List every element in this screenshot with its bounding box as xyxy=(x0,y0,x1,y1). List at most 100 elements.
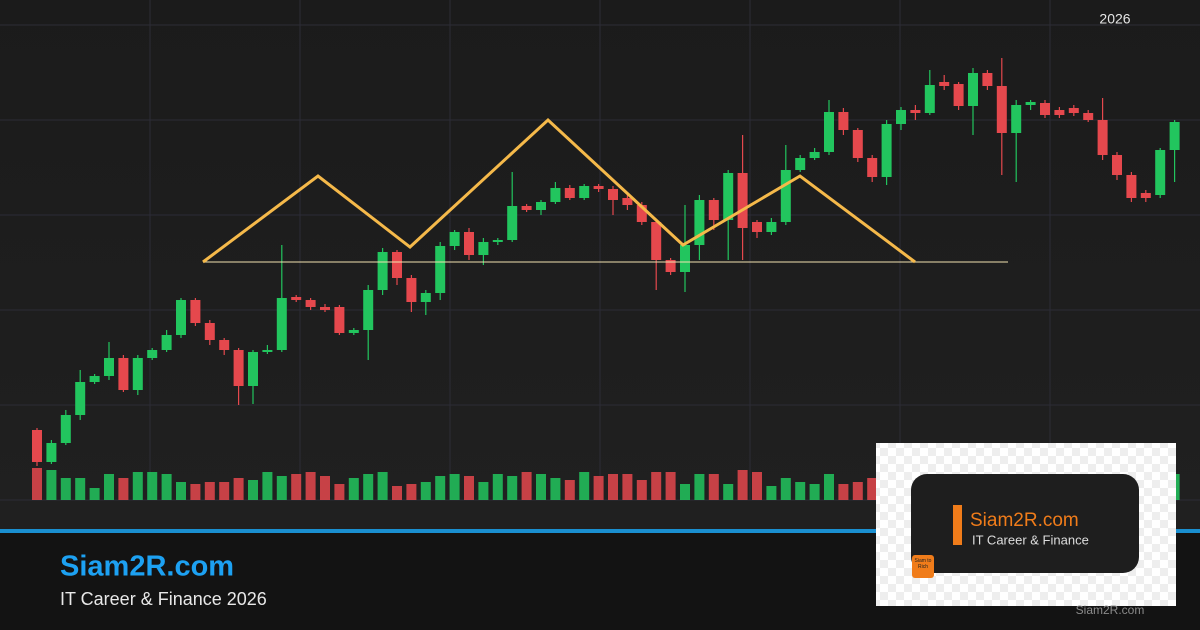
volume-bar xyxy=(204,482,215,500)
volume-bar xyxy=(233,478,244,500)
volume-bar xyxy=(176,482,186,500)
candle-body xyxy=(147,350,158,358)
candle-body xyxy=(118,358,129,390)
volume-bar xyxy=(449,474,460,500)
volume-bar xyxy=(867,478,878,500)
logo-brand: Siam2R.com xyxy=(970,510,1079,531)
candle-body xyxy=(305,300,316,307)
volume-bar xyxy=(521,472,532,500)
volume-bar xyxy=(492,474,503,500)
candle-body xyxy=(1011,105,1022,133)
candle-body xyxy=(1097,120,1108,155)
volume-bar xyxy=(420,482,431,500)
candle-body xyxy=(435,246,446,293)
candle-body xyxy=(291,297,302,300)
volume-bar xyxy=(579,472,590,500)
volume-bar xyxy=(536,474,546,500)
volume-bar xyxy=(262,472,273,500)
candle-body xyxy=(708,200,719,220)
candle-body xyxy=(89,376,100,382)
candle-body xyxy=(492,240,503,242)
volume-bar xyxy=(680,484,690,500)
candle-body xyxy=(665,260,676,272)
candle-body xyxy=(1040,103,1050,115)
footer-rule xyxy=(0,529,1200,533)
volume-bar xyxy=(89,488,100,500)
volume-bar xyxy=(636,480,647,500)
grid xyxy=(0,0,1200,501)
volume-bar xyxy=(190,484,201,500)
volume-bar xyxy=(248,480,258,500)
pattern-overlay xyxy=(202,117,1008,264)
candle-body xyxy=(550,188,561,202)
candle-body xyxy=(982,73,993,86)
volume-bar xyxy=(651,472,662,500)
year-label: 2026 xyxy=(1099,11,1130,27)
candle-body xyxy=(276,298,287,350)
volume-bar xyxy=(464,476,474,500)
candle-body xyxy=(723,173,734,220)
candle-body xyxy=(392,252,402,278)
candle-body xyxy=(867,158,878,177)
volume-bar xyxy=(32,468,42,500)
logo-icon xyxy=(912,555,934,578)
candle-body xyxy=(420,293,431,302)
candle-body xyxy=(852,130,863,158)
candle-body xyxy=(75,382,86,415)
candle-body xyxy=(636,205,647,222)
candle-body xyxy=(1140,193,1151,198)
volume-bar xyxy=(852,482,863,500)
candle-body xyxy=(924,85,935,113)
volume-bar xyxy=(276,476,287,500)
volume-bar xyxy=(564,480,575,500)
logo-icon-box: Siam to Rich xyxy=(914,558,932,570)
candle-body xyxy=(233,350,244,386)
volume-bar xyxy=(147,472,158,500)
volume-bar xyxy=(435,476,446,500)
volume-bar xyxy=(838,484,849,500)
candle-body xyxy=(939,82,950,86)
volume-bar xyxy=(219,482,230,500)
candle-body xyxy=(478,242,489,255)
candle-body xyxy=(176,300,186,335)
candle-body xyxy=(507,206,518,240)
candle-body xyxy=(996,86,1007,133)
footer-brand: Siam2R.com xyxy=(60,551,234,583)
volume-bar xyxy=(752,472,762,500)
logo-card: Siam2R.com IT Career & Finance Siam to R… xyxy=(876,443,1176,606)
logo-panel xyxy=(911,474,1139,573)
candle-body xyxy=(910,110,921,113)
candle-body xyxy=(1155,150,1166,195)
volume-bar xyxy=(550,478,561,500)
volume-bar xyxy=(507,476,518,500)
volume-bar xyxy=(478,482,489,500)
candle-body xyxy=(766,222,777,232)
watermark: Siam2R.com xyxy=(1076,603,1145,617)
volume-bar xyxy=(104,474,114,500)
candle-body xyxy=(809,152,820,158)
candle-body xyxy=(593,186,604,189)
volume-bar xyxy=(320,476,330,500)
volume-bar xyxy=(132,472,143,500)
candle-body xyxy=(622,198,633,205)
candle-body xyxy=(1126,175,1137,198)
volume-bar xyxy=(824,474,834,500)
volume-bar xyxy=(377,472,388,500)
volume-bar xyxy=(795,482,806,500)
candle-body xyxy=(363,290,374,330)
candle-body xyxy=(60,415,71,443)
logo-bar xyxy=(953,505,962,545)
volume-bar xyxy=(161,474,172,500)
candle-body xyxy=(320,307,330,310)
candle-body xyxy=(1169,122,1180,150)
candle-body xyxy=(953,84,964,106)
candle-body xyxy=(219,340,230,350)
candle-body xyxy=(1025,102,1036,105)
volume-bar xyxy=(694,474,705,500)
candle-body xyxy=(795,158,806,170)
candle-body xyxy=(968,73,978,106)
logo-icon-text: Siam to Rich xyxy=(914,558,932,570)
candle-body xyxy=(161,335,172,350)
